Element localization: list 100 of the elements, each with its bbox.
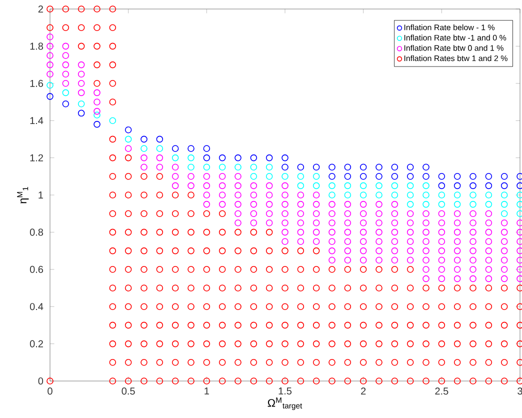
point bbox=[156, 145, 164, 152]
point bbox=[422, 164, 430, 170]
point bbox=[454, 200, 461, 208]
point bbox=[203, 145, 210, 152]
point bbox=[406, 192, 414, 198]
legend-label: Inflation Rate below - 1 % bbox=[404, 24, 495, 30]
point bbox=[266, 164, 273, 170]
point bbox=[500, 210, 508, 217]
point bbox=[360, 173, 367, 180]
point bbox=[172, 145, 179, 152]
y-tick-label: 1.4 bbox=[30, 117, 44, 124]
point bbox=[172, 154, 179, 162]
x-tick-label: 2.5 bbox=[435, 388, 448, 395]
point bbox=[124, 136, 132, 143]
point bbox=[328, 164, 336, 170]
point bbox=[376, 173, 382, 180]
y-tick-label: 2 bbox=[38, 6, 43, 12]
point bbox=[406, 173, 414, 180]
point bbox=[94, 112, 100, 118]
point bbox=[422, 200, 430, 208]
point bbox=[485, 173, 492, 180]
point bbox=[360, 192, 367, 198]
point bbox=[312, 182, 320, 190]
point bbox=[328, 173, 336, 180]
point bbox=[344, 192, 352, 198]
point bbox=[406, 200, 414, 208]
point bbox=[94, 120, 100, 128]
point bbox=[485, 200, 492, 208]
point bbox=[297, 164, 304, 170]
point bbox=[203, 154, 210, 162]
point bbox=[470, 173, 476, 180]
point bbox=[250, 164, 258, 170]
point bbox=[406, 182, 414, 190]
point bbox=[282, 164, 288, 170]
point bbox=[46, 82, 54, 89]
point bbox=[78, 100, 85, 108]
point bbox=[109, 117, 116, 124]
point bbox=[360, 164, 367, 170]
point bbox=[78, 110, 85, 117]
point bbox=[312, 173, 320, 180]
point bbox=[438, 192, 446, 198]
point bbox=[454, 192, 461, 198]
point bbox=[344, 164, 352, 170]
point bbox=[297, 173, 304, 180]
point bbox=[438, 200, 446, 208]
point bbox=[438, 173, 446, 180]
point bbox=[312, 164, 320, 170]
point bbox=[470, 192, 476, 198]
point bbox=[422, 173, 430, 180]
point bbox=[328, 192, 336, 198]
x-tick-label: 0 bbox=[48, 388, 52, 395]
point bbox=[234, 164, 242, 170]
point bbox=[282, 154, 288, 162]
point bbox=[46, 93, 54, 100]
point bbox=[218, 154, 226, 162]
point bbox=[234, 154, 242, 162]
y-tick-label: 0.2 bbox=[30, 340, 43, 348]
y-tick-label: 1.6 bbox=[30, 80, 44, 87]
point bbox=[203, 164, 210, 170]
point bbox=[344, 173, 352, 180]
point bbox=[250, 173, 258, 180]
legend-label: Inflation Rates btw 1 and 2 % bbox=[404, 55, 508, 62]
y-tick-label: 0 bbox=[38, 377, 44, 385]
point bbox=[422, 182, 430, 190]
point bbox=[470, 182, 476, 190]
y-tick-label: 0.4 bbox=[30, 303, 44, 310]
point bbox=[376, 192, 382, 198]
x-tick-label: 2 bbox=[361, 388, 366, 395]
point bbox=[282, 173, 288, 180]
point bbox=[500, 173, 508, 180]
legend-label: Inflation Rate btw -1 and 0 % bbox=[404, 34, 506, 41]
point bbox=[250, 154, 258, 162]
point bbox=[62, 89, 70, 96]
point bbox=[344, 182, 352, 190]
point bbox=[391, 182, 398, 190]
point bbox=[500, 182, 508, 190]
legend-label: Inflation Rate btw 0 and 1 % bbox=[404, 44, 504, 51]
point bbox=[500, 192, 508, 198]
point bbox=[62, 100, 70, 108]
point bbox=[406, 164, 414, 170]
point bbox=[422, 192, 430, 198]
y-tick-label: 1.2 bbox=[30, 154, 43, 162]
x-tick-label: 0.5 bbox=[122, 388, 135, 395]
point bbox=[328, 182, 336, 190]
point bbox=[124, 126, 132, 134]
x-tick-label: 1 bbox=[204, 388, 209, 394]
point bbox=[470, 200, 476, 208]
point bbox=[188, 164, 194, 170]
y-tick-label: 1.8 bbox=[30, 42, 44, 50]
point bbox=[391, 192, 398, 198]
point bbox=[391, 164, 398, 170]
y-tick-label: 0.8 bbox=[30, 228, 44, 236]
point bbox=[485, 192, 492, 198]
point bbox=[188, 145, 194, 152]
point bbox=[188, 154, 194, 162]
point bbox=[156, 136, 164, 143]
x-tick-label: 1.5 bbox=[278, 388, 292, 395]
point bbox=[438, 182, 446, 190]
point bbox=[297, 182, 304, 190]
point bbox=[218, 164, 226, 170]
